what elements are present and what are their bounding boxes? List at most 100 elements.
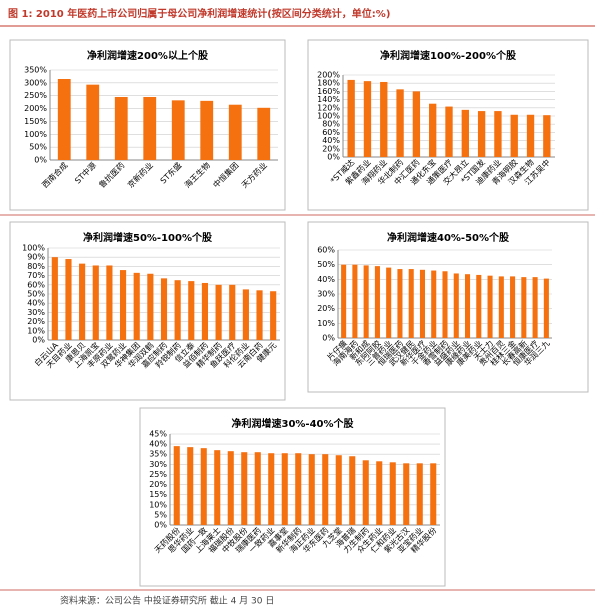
y-tick-label: 0% — [32, 336, 45, 345]
bar — [308, 454, 315, 525]
source: 资料来源：公司公告 中投证券研究所 截止 4 月 30 日 — [60, 595, 274, 607]
bar — [106, 265, 113, 340]
bar — [380, 81, 388, 157]
y-tick-label: 60% — [322, 128, 340, 137]
y-tick-label: 50% — [27, 290, 45, 299]
bar — [65, 259, 72, 340]
bar — [143, 97, 157, 160]
bar — [487, 275, 493, 338]
y-tick-label: 80% — [322, 120, 340, 129]
chart-title: 净利润增速100%-200%个股 — [380, 49, 517, 62]
y-tick-label: 300% — [24, 78, 47, 87]
bar — [86, 84, 100, 160]
y-tick-label: 0% — [154, 521, 167, 530]
bar — [352, 264, 358, 338]
bar — [254, 452, 261, 525]
y-tick-label: 30% — [317, 290, 335, 299]
y-tick-label: 20% — [322, 144, 340, 153]
y-tick-label: 180% — [317, 79, 340, 88]
y-tick-label: 350% — [24, 66, 47, 75]
bar — [347, 79, 355, 157]
y-tick-label: 0% — [34, 156, 47, 165]
bar — [171, 100, 185, 160]
bar — [419, 269, 426, 338]
y-tick-label: 150% — [24, 117, 47, 126]
bar — [374, 266, 380, 338]
bar — [114, 97, 128, 160]
bar — [335, 455, 342, 525]
y-tick-label: 20% — [317, 304, 335, 313]
bar — [188, 281, 195, 340]
y-tick-label: 140% — [317, 95, 340, 104]
chart-title: 净利润增速50%-100%个股 — [83, 231, 213, 244]
bar — [386, 267, 392, 338]
y-tick-label: 10% — [149, 500, 167, 509]
y-tick-label: 70% — [27, 271, 45, 280]
bar — [173, 446, 180, 525]
bar — [229, 284, 236, 340]
y-tick-label: 20% — [149, 480, 167, 489]
bar — [215, 284, 222, 340]
bar — [228, 104, 242, 160]
bar — [160, 278, 168, 340]
bar — [453, 273, 459, 338]
y-tick-label: 30% — [27, 308, 45, 317]
y-tick-label: 60% — [27, 280, 45, 289]
bar — [412, 91, 421, 157]
bar — [429, 103, 437, 157]
y-tick-label: 100% — [24, 130, 47, 139]
bar — [442, 271, 448, 338]
y-tick-label: 10% — [27, 326, 45, 335]
chart-frame — [139, 407, 446, 587]
bar — [408, 269, 414, 338]
bar — [242, 289, 249, 340]
bar — [445, 106, 453, 157]
bar — [397, 269, 403, 338]
chart-title: 净利润增速30%-40%个股 — [231, 417, 354, 430]
bar — [396, 89, 404, 157]
bar — [543, 115, 551, 157]
bar — [363, 81, 372, 157]
y-tick-label: 10% — [317, 319, 335, 328]
bar — [521, 277, 527, 338]
bar — [510, 114, 518, 157]
bar — [510, 276, 516, 338]
bar — [214, 450, 221, 525]
y-tick-label: 15% — [149, 490, 167, 499]
bar — [57, 79, 71, 160]
bar — [200, 448, 207, 525]
bar — [498, 276, 504, 338]
bar — [461, 109, 469, 157]
bar — [376, 461, 383, 525]
y-tick-label: 120% — [317, 103, 340, 112]
y-tick-label: 50% — [317, 260, 335, 269]
bar — [227, 451, 234, 525]
bar — [281, 453, 288, 525]
y-tick-label: 250% — [24, 91, 47, 100]
y-tick-label: 0% — [327, 153, 340, 162]
bar — [256, 290, 263, 340]
chart-title: 净利润增速200%以上个股 — [87, 49, 209, 62]
bar — [147, 273, 154, 340]
bar — [119, 270, 127, 340]
y-tick-label: 0% — [322, 334, 335, 343]
bar — [201, 282, 209, 340]
bar — [389, 462, 396, 525]
y-tick-label: 5% — [154, 510, 167, 519]
page-title: 图 1: 2010 年医药上市公司归属于母公司净利润增速统计(按区间分类统计，单… — [8, 7, 390, 20]
y-tick-label: 80% — [27, 262, 45, 271]
y-tick-label: 20% — [27, 317, 45, 326]
bar — [79, 263, 86, 340]
bar — [363, 265, 369, 338]
bar — [494, 111, 502, 157]
bar — [477, 111, 486, 157]
y-tick-label: 100% — [317, 112, 340, 121]
y-tick-label: 30% — [149, 460, 167, 469]
bar — [241, 452, 248, 525]
y-tick-label: 35% — [149, 450, 167, 459]
bar — [403, 463, 410, 525]
y-tick-label: 200% — [317, 71, 340, 80]
bar — [257, 107, 271, 160]
bar — [341, 264, 347, 338]
